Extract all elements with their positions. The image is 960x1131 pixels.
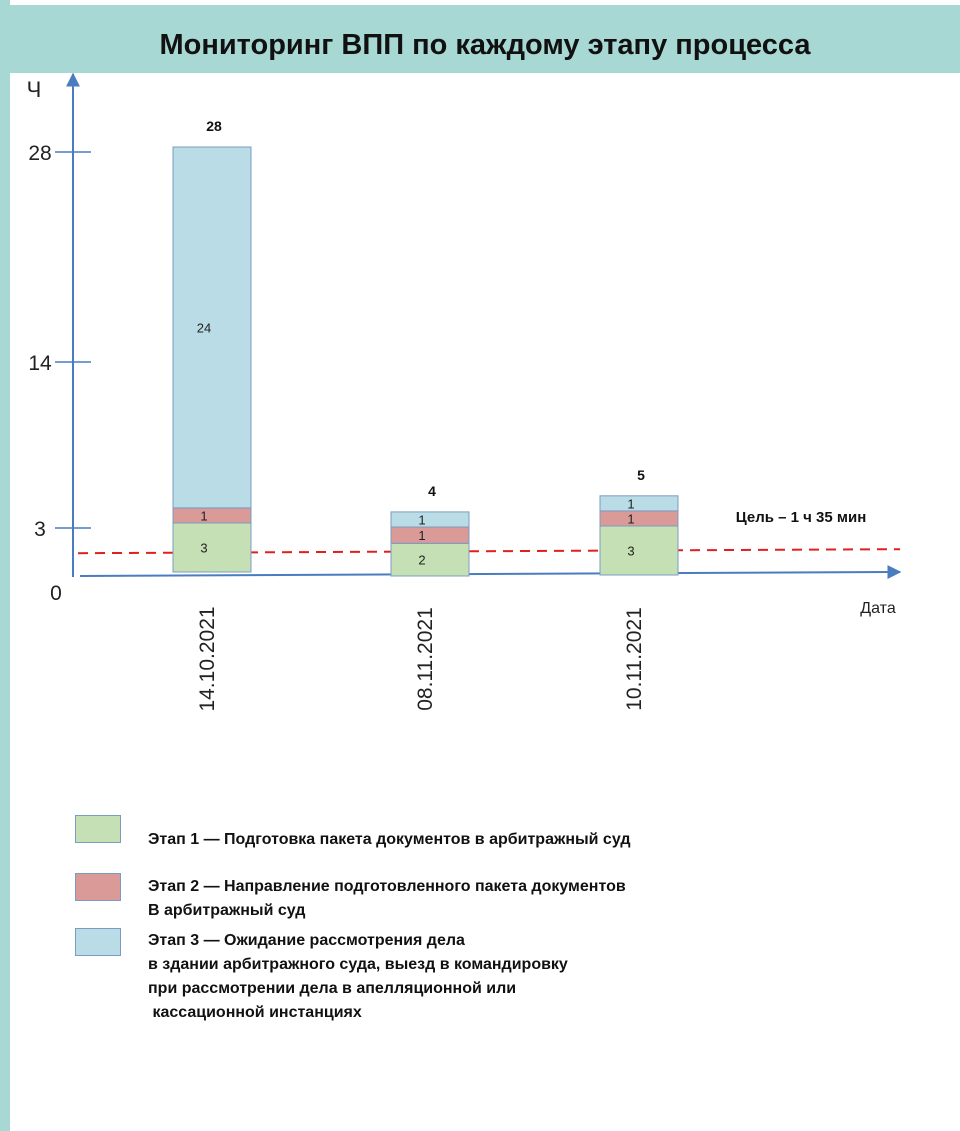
title-bar [10,5,960,73]
legend-label-stage-2: Этап 2 — Направление подготовленного пак… [148,878,626,895]
segment-label: 3 [200,541,207,556]
legend-swatch-stage-2 [75,873,121,901]
total-label: 28 [206,118,222,134]
x-tick-label: 08.11.2021 [414,607,437,711]
chart-title: Мониторинг ВПП по каждому этапу процесса [159,29,811,61]
total-label: 5 [637,467,645,483]
x-axis-label: Дата [860,600,896,617]
bar-segment-2 [390,526,470,544]
bar-segment-3 [172,146,252,509]
bar-segment-3 [390,511,470,528]
legend-label-stage-3: кассационной инстанциях [148,1004,362,1021]
legend-label-stage-3: Этап 3 — Ожидание рассмотрения дела [148,932,465,949]
bar-segment-1 [599,525,679,576]
segment-label: 2 [418,553,425,568]
legend-label-stage-3: при рассмотрении дела в апелляционной ил… [148,980,517,997]
x-tick-label: 14.10.2021 [196,606,219,711]
bar-segment-1 [390,542,470,577]
segment-label: 3 [627,544,634,559]
total-label: 4 [428,483,436,499]
segment-label: 1 [418,528,425,543]
legend-label-stage-3: в здании арбитражного суда, выезд в кома… [148,956,568,973]
y-tick-label: 28 [28,142,51,165]
segment-label: 1 [627,496,634,511]
y-axis-label: Ч [27,77,42,102]
bar-segment-3 [599,495,679,512]
segment-label: 24 [197,320,211,335]
target-label: Цель – 1 ч 35 мин [736,509,867,526]
y-tick-label: 3 [34,518,46,541]
legend-label-stage-2: В арбитражный суд [148,902,306,919]
legend-swatch-stage-1 [75,815,121,843]
legend-label-stage-1: Этап 1 — Подготовка пакета документов в … [148,831,631,848]
segment-label: 1 [418,512,425,527]
legend-swatch-stage-3 [75,928,121,956]
segment-label: 1 [627,511,634,526]
segment-label: 1 [200,508,207,523]
x-axis [79,565,902,580]
y-tick-label: 14 [28,352,52,375]
x-tick-label: 10.11.2021 [623,607,646,711]
bar-segment-2 [599,510,679,527]
bar-segment-2 [172,507,252,524]
y-tick-label: 0 [50,582,62,605]
bar-segment-1 [172,522,252,573]
